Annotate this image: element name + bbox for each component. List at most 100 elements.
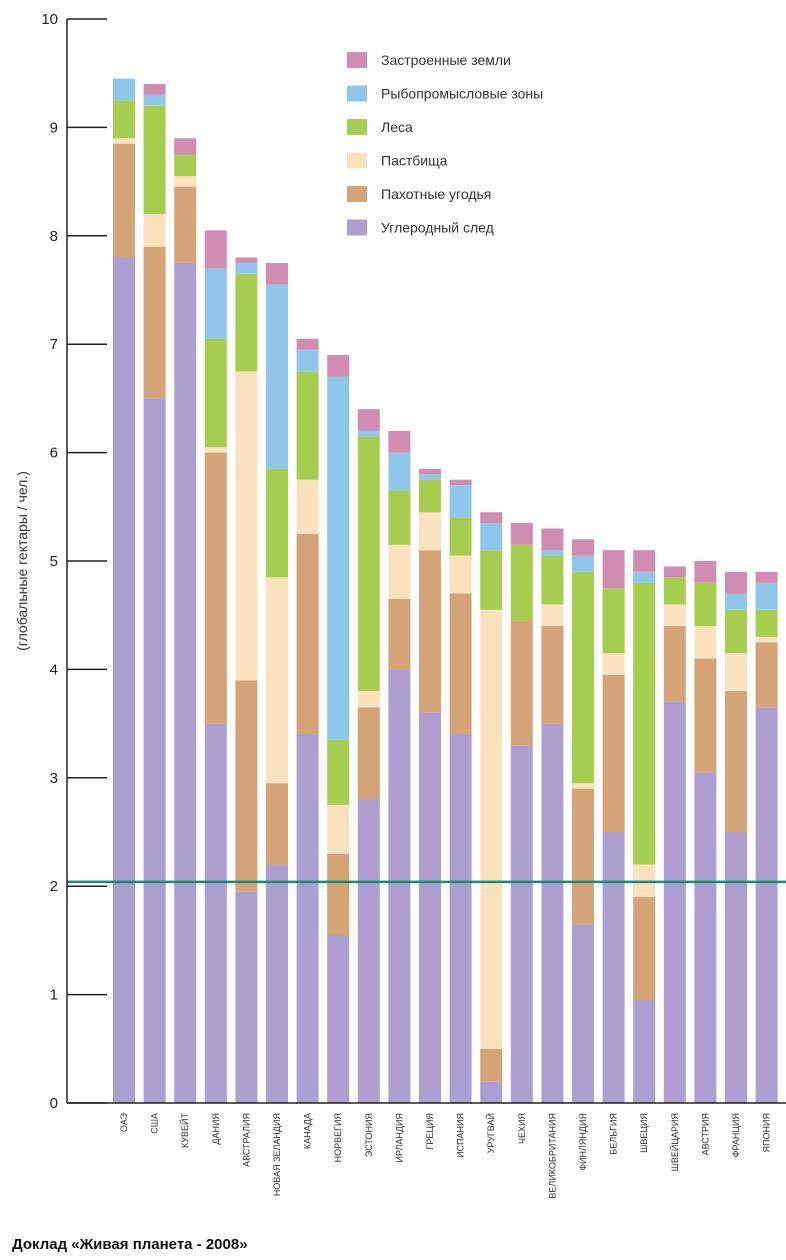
bar-segment [663, 566, 686, 578]
x-tick-label: ГРЕЦИЯ [425, 1113, 435, 1150]
bar-segment [143, 214, 166, 247]
y-tick-label: 4 [50, 661, 58, 678]
bar-segment [480, 609, 503, 1049]
legend-swatch [347, 119, 367, 135]
x-tick-label: БЕЛЬГИЯ [609, 1113, 619, 1155]
bar-segment [633, 1000, 656, 1103]
y-tick-label: 3 [50, 770, 58, 787]
bar-segment [602, 588, 625, 654]
legend-label: Пахотные угодья [381, 186, 491, 202]
x-tick-label: АВСТРАЛИЯ [241, 1113, 251, 1167]
bar-segment [357, 436, 380, 692]
bar-segment [419, 468, 441, 475]
bar-segment [480, 1048, 503, 1082]
bar-segment [694, 658, 717, 773]
legend-swatch [347, 85, 367, 102]
bar-segment [357, 691, 380, 708]
bar-segment [327, 739, 350, 805]
bar-segment [174, 138, 197, 155]
bar-segment [725, 609, 747, 654]
bar-segment [725, 571, 747, 594]
bar-segment [235, 680, 258, 892]
x-tick-label: ФРАНЦИЯ [731, 1113, 741, 1157]
bar-segment [572, 555, 594, 572]
bar-segment [388, 669, 411, 1103]
bar-segment [296, 533, 319, 735]
bar-segment [296, 734, 319, 1103]
bar-segment [204, 338, 227, 448]
bar-segment [694, 626, 717, 659]
bar-segment [327, 355, 350, 377]
bar-segment [388, 544, 411, 599]
bar-segment [541, 723, 564, 1103]
bar-segment [633, 582, 656, 865]
bar-segment [204, 447, 227, 453]
bar-segment [510, 745, 533, 1103]
bar-segment [113, 257, 135, 1104]
bar-segment [174, 154, 197, 177]
bar-segment [602, 832, 625, 1103]
legend-label: Застроенные земли [381, 52, 511, 68]
bar-segment [633, 897, 656, 1001]
x-tick-label: США [150, 1113, 160, 1134]
bar-segment [572, 571, 594, 784]
bar-segment [419, 479, 441, 513]
bar-segment [510, 523, 533, 545]
x-tick-label: НОВАЯ ЗЕЛАНДИЯ [272, 1113, 282, 1196]
bar-segment [143, 246, 166, 399]
bar-segment [541, 550, 564, 556]
bar-segment [388, 452, 411, 491]
bars-group [113, 78, 778, 1104]
bar-segment [602, 653, 625, 675]
bar-segment [266, 864, 288, 1103]
y-tick-label: 9 [50, 119, 58, 136]
legend-swatch [347, 52, 367, 68]
bar-segment [296, 338, 319, 350]
bar-segment [296, 371, 319, 480]
bar-segment [266, 577, 288, 784]
bar-segment [357, 409, 380, 431]
x-tick-label: АВСТРИЯ [700, 1113, 710, 1155]
bar-segment [388, 430, 411, 453]
x-tick-label: ЯПОНИЯ [762, 1113, 772, 1152]
y-tick-label: 0 [50, 1095, 58, 1112]
bar-segment [755, 636, 778, 643]
x-tick-label: ОАЭ [119, 1112, 129, 1132]
bar-segment [602, 674, 625, 832]
bar-segment [755, 642, 778, 708]
x-tick-label: НОРВЕГИЯ [333, 1113, 343, 1162]
bar-segment [572, 783, 594, 789]
bar-segment [725, 653, 747, 692]
bar-segment [572, 539, 594, 556]
legend-label: Углеродный след [381, 220, 494, 236]
bar-segment [633, 550, 656, 572]
bar-segment [235, 371, 258, 681]
y-tick-label: 7 [50, 336, 58, 353]
legend-swatch [347, 152, 367, 169]
bar-segment [633, 571, 656, 583]
legend-swatch [347, 219, 367, 236]
bar-segment [113, 78, 135, 101]
x-tick-label: ВЕЛИКОБРИТАНИЯ [547, 1113, 557, 1199]
legend-label: Пастбища [381, 153, 448, 169]
bar-segment [143, 84, 166, 95]
y-tick-label: 10 [41, 11, 58, 28]
bar-segment [235, 257, 258, 263]
x-tick-label: ЧЕХИЯ [517, 1113, 527, 1144]
bar-segment [204, 723, 227, 1103]
bar-segment [572, 788, 594, 925]
bar-segment [327, 853, 350, 935]
x-tick-label: КАНАДА [303, 1113, 313, 1149]
bar-segment [235, 273, 258, 372]
bar-segment [419, 474, 441, 480]
bar-segment [725, 691, 747, 832]
bar-segment [357, 799, 380, 1103]
bar-segment [235, 891, 258, 1103]
bar-segment [296, 479, 319, 534]
bar-segment [480, 1081, 503, 1103]
x-tick-label: ШВЕЙЦАРИЯ [669, 1113, 680, 1171]
bar-segment [725, 832, 747, 1103]
y-tick-label: 5 [50, 553, 58, 570]
bar-segment [357, 707, 380, 800]
